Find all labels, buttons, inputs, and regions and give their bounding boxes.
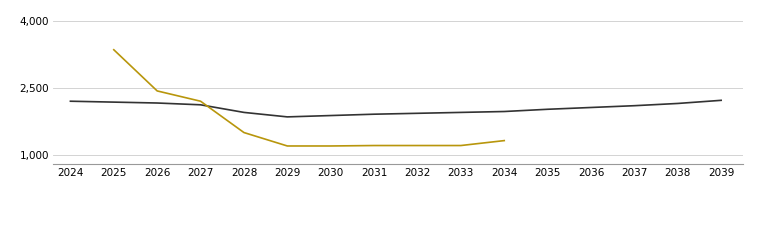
Gwalia	[413, 112, 422, 115]
Gwalia	[370, 113, 379, 116]
Mt Morgans	[413, 144, 422, 147]
Gwalia	[196, 103, 205, 106]
Gwalia	[543, 108, 552, 111]
Gwalia	[240, 111, 249, 114]
Mt Morgans	[456, 144, 465, 147]
Gwalia	[500, 110, 509, 113]
Gwalia	[66, 100, 75, 103]
Gwalia	[673, 102, 682, 105]
Legend: Gwalia, Mt Morgans: Gwalia, Mt Morgans	[309, 240, 487, 241]
Mt Morgans	[109, 48, 118, 51]
Mt Morgans	[500, 139, 509, 142]
Gwalia	[456, 111, 465, 114]
Gwalia	[587, 106, 596, 109]
Mt Morgans	[283, 145, 292, 147]
Mt Morgans	[370, 144, 379, 147]
Mt Morgans	[240, 131, 249, 134]
Gwalia	[326, 114, 335, 117]
Mt Morgans	[152, 89, 161, 92]
Gwalia	[152, 101, 161, 104]
Mt Morgans	[196, 100, 205, 103]
Gwalia	[716, 99, 725, 102]
Line: Gwalia: Gwalia	[70, 100, 721, 117]
Mt Morgans	[326, 145, 335, 147]
Line: Mt Morgans: Mt Morgans	[114, 50, 504, 146]
Gwalia	[283, 115, 292, 118]
Gwalia	[630, 104, 639, 107]
Gwalia	[109, 101, 118, 104]
